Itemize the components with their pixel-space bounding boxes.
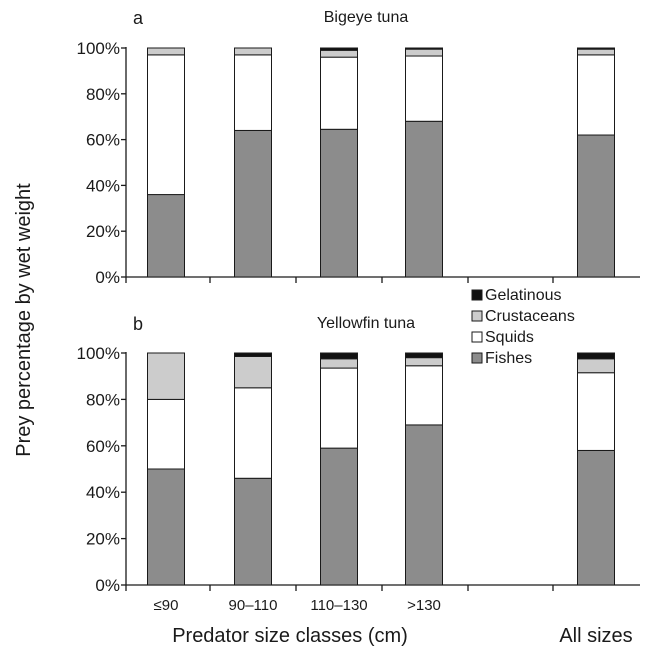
bar-stack-3 (320, 352, 358, 586)
bar-segment-fishes (320, 128, 358, 278)
bar-segment-crustaceans (320, 49, 358, 58)
y-tick-label: 100% (77, 39, 120, 58)
bar-segment-fishes (234, 129, 272, 278)
bar-segment-crustaceans (577, 48, 615, 56)
legend-label: Squids (485, 329, 534, 346)
panel-letter: a (133, 8, 144, 28)
bar-stack-3 (320, 47, 358, 278)
x-tick-label: 110–130 (310, 597, 367, 614)
legend-item-gelatinous: Gelatinous (471, 287, 562, 304)
bar-segment-fishes (147, 194, 185, 278)
legend-swatch (471, 352, 483, 364)
y-tick-label: 0% (95, 268, 120, 287)
bar-segment-crustaceans (147, 352, 185, 400)
bar-segment-fishes (320, 447, 358, 586)
bar-segment-squids (234, 54, 272, 131)
bar-segment-squids (320, 367, 358, 449)
bar-segment-crustaceans (320, 358, 358, 369)
bar-segment-gelatinous (234, 352, 272, 357)
bar-stack-5 (577, 352, 615, 586)
panel-title: Bigeye tuna (324, 9, 409, 26)
bar-segment-fishes (147, 468, 185, 586)
bar-segment-squids (147, 54, 185, 196)
legend-item-fishes: Fishes (471, 350, 532, 367)
legend-label: Fishes (485, 350, 532, 367)
panel-b-yellowfin: b Yellowfin tuna 0% 20% 40% 60% 80% 100% (77, 314, 640, 595)
y-tick-label: 40% (86, 176, 120, 195)
x-tick-label: 90–110 (229, 597, 278, 614)
bar-segment-crustaceans (577, 358, 615, 374)
bar-segment-crustaceans (234, 47, 272, 56)
bar-segment-gelatinous (405, 47, 443, 50)
bar-segment-squids (320, 56, 358, 130)
bar-segment-squids (405, 55, 443, 122)
y-tick-label: 100% (77, 344, 120, 363)
legend-label: Gelatinous (485, 287, 562, 304)
x-axis-all-sizes-label: All sizes (559, 625, 632, 647)
bar-stack-2 (234, 352, 272, 586)
x-tick-label: ≤90 (154, 597, 179, 614)
bar-stack-1 (147, 352, 185, 586)
bar-segment-fishes (405, 424, 443, 586)
bar-segment-crustaceans (234, 355, 272, 389)
bar-segment-gelatinous (320, 47, 358, 51)
panel-letter: b (133, 314, 143, 334)
bar-segment-gelatinous (320, 352, 358, 360)
y-tick-label: 80% (86, 390, 120, 409)
bar-segment-gelatinous (577, 352, 615, 360)
bar-segment-squids (405, 365, 443, 426)
bar-segment-squids (577, 54, 615, 136)
bar-segment-gelatinous (405, 352, 443, 359)
y-tick-label: 0% (95, 576, 120, 595)
panel-title: Yellowfin tuna (317, 315, 415, 332)
bar-segment-fishes (577, 449, 615, 586)
y-tick-label: 20% (86, 530, 120, 549)
bar-segment-crustaceans (147, 47, 185, 56)
bar-segment-crustaceans (405, 48, 443, 57)
legend-item-squids: Squids (471, 329, 534, 346)
bar-segment-fishes (577, 134, 615, 278)
y-tick-label: 60% (86, 131, 120, 150)
x-tick-label: >130 (407, 597, 441, 614)
y-tick-label: 80% (86, 85, 120, 104)
bar-segment-squids (577, 372, 615, 451)
bar-stack-4 (405, 47, 443, 278)
bar-segment-crustaceans (405, 357, 443, 367)
bar-stack-2 (234, 47, 272, 278)
x-tick-labels: ≤90 90–110 110–130 >130 (154, 597, 441, 614)
bar-stack-4 (405, 352, 443, 586)
legend-swatch (471, 331, 483, 343)
panel-a-bigeye: a Bigeye tuna 0% 20% 40% 60% 80% 100% (77, 8, 640, 287)
bar-stack-1 (147, 47, 185, 278)
bar-segment-gelatinous (577, 47, 615, 50)
y-tick-label: 40% (86, 483, 120, 502)
x-axis-title: Predator size classes (cm) (172, 625, 408, 647)
bar-stack-5 (577, 47, 615, 278)
y-tick-label: 20% (86, 222, 120, 241)
bar-segment-squids (234, 387, 272, 479)
legend-item-crustaceans: Crustaceans (471, 308, 575, 325)
y-tick-label: 60% (86, 437, 120, 456)
legend-swatch (471, 310, 483, 322)
bar-segment-fishes (405, 120, 443, 278)
bar-segment-squids (147, 398, 185, 470)
bar-segment-fishes (234, 477, 272, 586)
legend: Gelatinous Crustaceans Squids Fishes (471, 287, 575, 367)
y-axis-title: Prey percentage by wet weight (13, 183, 35, 457)
legend-swatch (471, 289, 483, 301)
legend-label: Crustaceans (485, 308, 575, 325)
